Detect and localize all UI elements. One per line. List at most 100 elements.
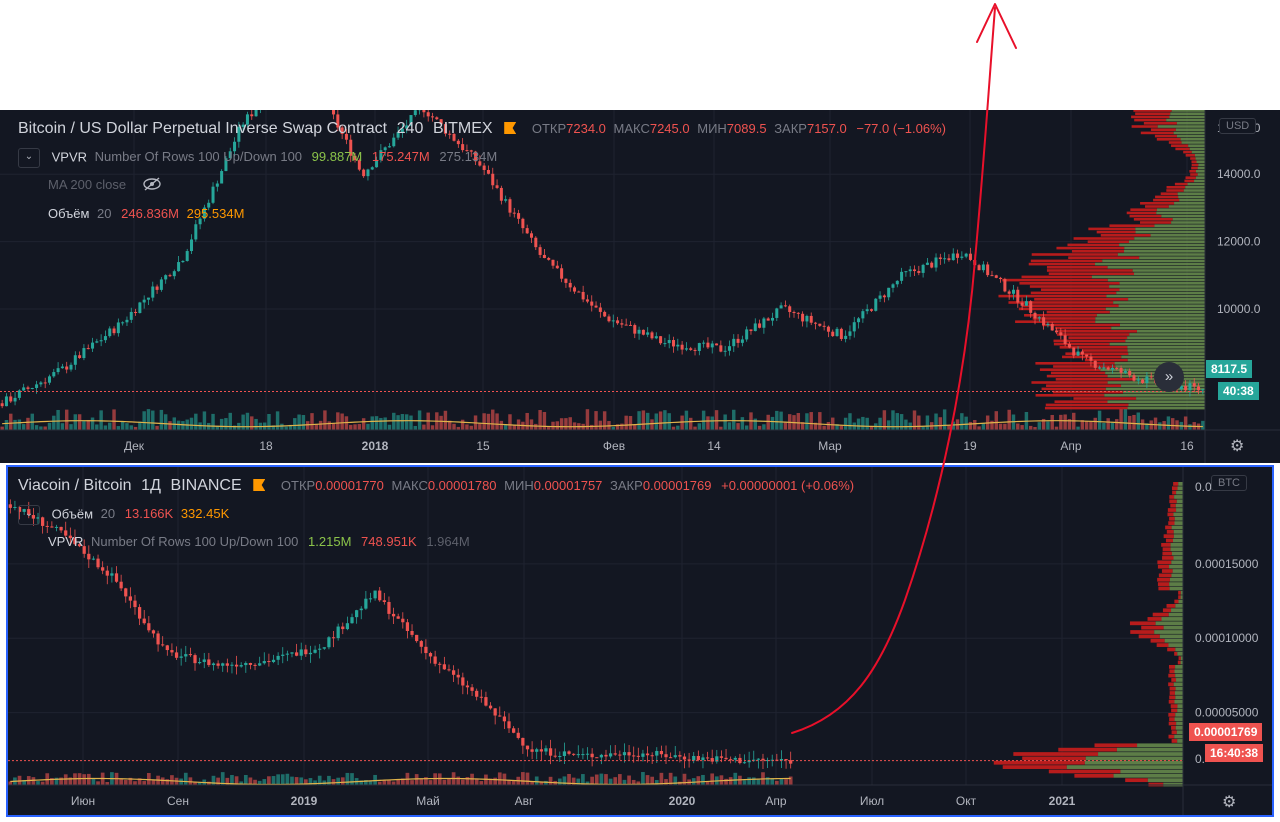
volume-bar	[345, 772, 350, 785]
volume-bar	[400, 414, 405, 430]
volume-profile-down-bar	[1152, 612, 1169, 617]
volume-bar	[8, 781, 13, 785]
volume-profile-up-bar	[1114, 362, 1205, 365]
volume-bar	[225, 777, 230, 785]
x-tick-label: Сен	[167, 794, 189, 808]
candle-body	[1067, 343, 1071, 348]
candle-body	[211, 186, 215, 203]
candle-body	[516, 732, 520, 738]
volume-profile-down-bar	[1031, 253, 1118, 256]
flag-icon[interactable]	[253, 479, 266, 491]
volume-profile-up-bar	[1176, 730, 1183, 735]
x-tick-label: 2021	[1049, 794, 1076, 808]
chevron-down-icon[interactable]: ⌄	[18, 505, 40, 525]
volume-profile-up-bar	[1116, 291, 1205, 295]
volume-bar	[119, 778, 123, 785]
candle-body	[364, 598, 368, 609]
gear-icon[interactable]: ⚙	[1230, 438, 1245, 455]
candle-body	[77, 544, 82, 547]
volume-profile-down-bar	[1050, 371, 1106, 375]
bot-volume-name[interactable]: Объём	[51, 506, 94, 522]
volume-bar	[396, 779, 401, 785]
candle-body	[456, 674, 460, 678]
volume-bar	[297, 414, 301, 430]
volume-profile-up-bar	[1169, 115, 1205, 119]
bot-volume-legend[interactable]: ⌄ Объём 20 13.166K 332.45K	[18, 505, 229, 525]
volume-profile-down-bar	[1048, 769, 1121, 774]
volume-profile-up-bar	[1095, 262, 1205, 266]
bot-vpvr-legend[interactable]: VPVR Number Of Rows 100 Up/Down 100 1.21…	[48, 534, 470, 549]
volume-profile-down-bar	[1039, 368, 1101, 371]
x-tick-label: 19	[963, 439, 977, 453]
volume-bar	[430, 425, 435, 430]
candle-body	[572, 753, 576, 755]
top-vpvr-legend[interactable]: ⌄ VPVR Number Of Rows 100 Up/Down 100 99…	[18, 148, 497, 168]
top-high-label: МАКС	[613, 121, 650, 136]
volume-bar	[317, 775, 322, 785]
eye-hidden-icon[interactable]	[142, 177, 162, 194]
volume-bar	[529, 419, 534, 430]
candle-body	[185, 251, 189, 261]
top-symbol-title[interactable]: Bitcoin / US Dollar Perpetual Inverse Sw…	[18, 120, 388, 137]
bot-interval[interactable]: 1Д	[141, 477, 161, 494]
volume-profile-up-bar	[1177, 486, 1183, 491]
candle-body	[478, 161, 482, 166]
volume-bar	[486, 413, 491, 430]
volume-profile-down-bar	[1130, 630, 1155, 634]
volume-profile-up-bar	[1113, 301, 1205, 304]
chevron-down-icon[interactable]: ⌄	[18, 148, 40, 168]
volume-profile-down-bar	[1178, 590, 1181, 595]
top-interval[interactable]: 240	[396, 120, 424, 137]
top-volume-name[interactable]: Объём	[48, 206, 90, 221]
volume-bar	[1093, 417, 1097, 430]
bot-currency-badge[interactable]: BTC	[1211, 475, 1247, 491]
top-ma-legend[interactable]: MA 200 close	[48, 177, 162, 194]
volume-bar	[1136, 412, 1141, 430]
flag-icon[interactable]	[504, 122, 517, 134]
scroll-to-realtime-button[interactable]: »	[1154, 362, 1184, 392]
volume-profile-down-bar	[1044, 406, 1128, 410]
candle-body	[479, 696, 483, 698]
candle-body	[947, 258, 951, 261]
volume-profile-down-bar	[1157, 560, 1172, 565]
volume-profile-up-bar	[1171, 551, 1183, 556]
bot-symbol-title[interactable]: Viacoin / Bitcoin	[18, 477, 132, 494]
candle-body	[228, 151, 232, 159]
via-btc-chart-pane[interactable]: 0.00015000 0.00010000 0.00005000 0.0 0. Июн Се…	[6, 465, 1274, 817]
volume-bar	[843, 417, 848, 430]
volume-bar	[1119, 409, 1123, 430]
volume-bar	[548, 776, 553, 785]
candle-body	[705, 757, 710, 759]
candle-body	[151, 630, 156, 634]
volume-bar	[697, 423, 702, 430]
volume-profile-up-bar	[1134, 272, 1205, 275]
gear-icon[interactable]: ⚙	[1222, 794, 1237, 811]
candle-body	[64, 530, 68, 536]
volume-profile-up-bar	[1175, 128, 1205, 131]
volume-bar	[1076, 426, 1080, 430]
top-volume-legend[interactable]: Объём 20 246.836M 295.534M	[48, 206, 244, 221]
bot-vpvr-name[interactable]: VPVR	[48, 534, 84, 549]
candle-body	[564, 278, 568, 283]
candle-body	[687, 759, 691, 761]
top-currency-badge[interactable]: USD	[1219, 118, 1257, 134]
candle-body	[73, 538, 77, 545]
candle-body	[0, 403, 4, 407]
btc-usd-chart-pane[interactable]: 14000.012000.010000.016000.0Дек18201815Ф…	[0, 110, 1280, 463]
volume-bar	[534, 776, 539, 785]
volume-bar	[751, 777, 756, 785]
top-vpvr-name[interactable]: VPVR	[51, 149, 88, 165]
candle-body	[736, 338, 740, 343]
volume-bar	[1020, 425, 1024, 430]
candle-body	[290, 652, 294, 654]
candle-body	[244, 663, 248, 666]
volume-bar	[1149, 420, 1153, 430]
candle-body	[673, 755, 677, 758]
candle-body	[779, 305, 783, 309]
volume-profile-down-bar	[1178, 656, 1181, 661]
volume-bar	[230, 775, 234, 785]
volume-profile-up-bar	[1159, 634, 1183, 639]
candle-body	[22, 387, 26, 391]
candle-body	[507, 721, 511, 729]
top-ma-name[interactable]: MA 200 close	[48, 177, 127, 192]
